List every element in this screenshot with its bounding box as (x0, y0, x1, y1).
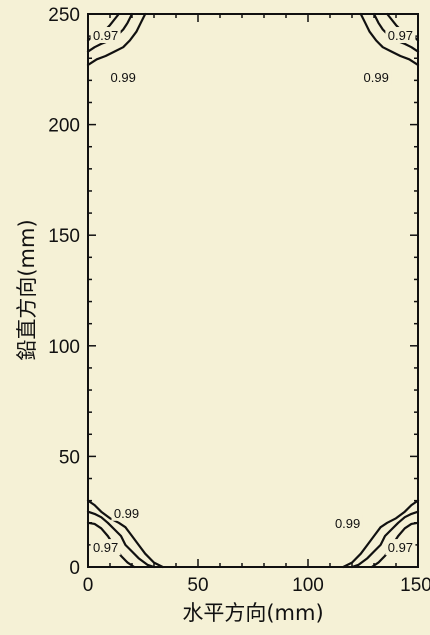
contour-label: 0.97 (388, 540, 413, 555)
x-tick-label: 0 (83, 575, 94, 596)
contour-label-bg (332, 514, 363, 531)
contour-label: 0.97 (388, 28, 413, 43)
contour-label: 0.99 (364, 70, 389, 85)
x-tick-label: 150 (400, 575, 430, 596)
contour-line-bottom-right (342, 499, 420, 569)
contour-label-bg (361, 69, 392, 86)
contour-line-top-left (86, 12, 147, 66)
contour-label: 0.99 (335, 516, 360, 531)
plot-frame (87, 13, 419, 568)
contour-label-bg (385, 539, 416, 556)
contour-line-bottom-right (350, 510, 420, 569)
y-axis-title: 鉛直方向(mm) (15, 219, 39, 360)
contour-label: 0.97 (93, 540, 118, 555)
contour-labels: 0.97 0.99 0.97 0.99 0.99 0.97 0.99 0.97 (90, 27, 416, 556)
contour-label-bg (111, 504, 142, 521)
contour-label: 0.97 (93, 28, 118, 43)
x-tick-label: 100 (292, 575, 324, 596)
x-tick-label: 50 (187, 575, 208, 596)
contour-label-bg (90, 539, 121, 556)
contour-line-bottom-left (86, 499, 164, 569)
tick-labels: 0 50 100 150 0 50 100 150 200 250 (48, 5, 430, 596)
contour-label-bg (385, 27, 416, 44)
y-tick-label: 200 (48, 116, 80, 137)
contour-label: 0.99 (114, 506, 139, 521)
y-tick-label: 150 (48, 226, 80, 247)
contour-label-bg (90, 27, 121, 44)
contour-label-bg (108, 69, 139, 86)
y-tick-label: 0 (69, 558, 80, 579)
y-tick-label: 100 (48, 337, 80, 358)
y-tick-label: 250 (48, 5, 80, 26)
contour-line-bottom-left (86, 510, 156, 569)
contour-label: 0.99 (111, 70, 136, 85)
contour-line-top-right (359, 12, 420, 66)
y-tick-label: 50 (59, 447, 80, 468)
x-axis-title: 水平方向(mm) (182, 601, 323, 625)
